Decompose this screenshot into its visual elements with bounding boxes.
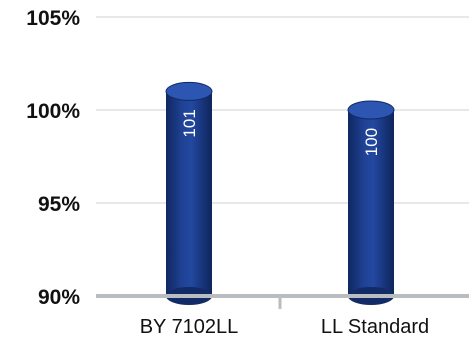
bar-top-cap	[165, 81, 213, 101]
x-axis: BY 7102LL LL Standard	[140, 316, 429, 338]
y-axis: 90% 95% 100% 105%	[26, 7, 80, 309]
gridlines	[96, 16, 469, 204]
bar-top-cap	[347, 100, 395, 120]
bar: 101	[165, 81, 213, 305]
data-label: 100	[362, 128, 381, 156]
bar: 100	[347, 100, 395, 305]
y-tick-label: 90%	[38, 286, 80, 309]
bars: 101 100	[165, 81, 395, 305]
data-label: 101	[180, 109, 199, 137]
y-tick-label: 95%	[38, 193, 80, 216]
x-tick-label: LL Standard	[321, 316, 429, 338]
bar-body	[348, 110, 394, 296]
y-tick-label: 100%	[26, 100, 80, 123]
x-tick-label: BY 7102LL	[140, 316, 239, 338]
y-tick-label: 105%	[26, 7, 80, 30]
bar-body	[166, 91, 212, 297]
x-axis-line	[96, 294, 469, 309]
